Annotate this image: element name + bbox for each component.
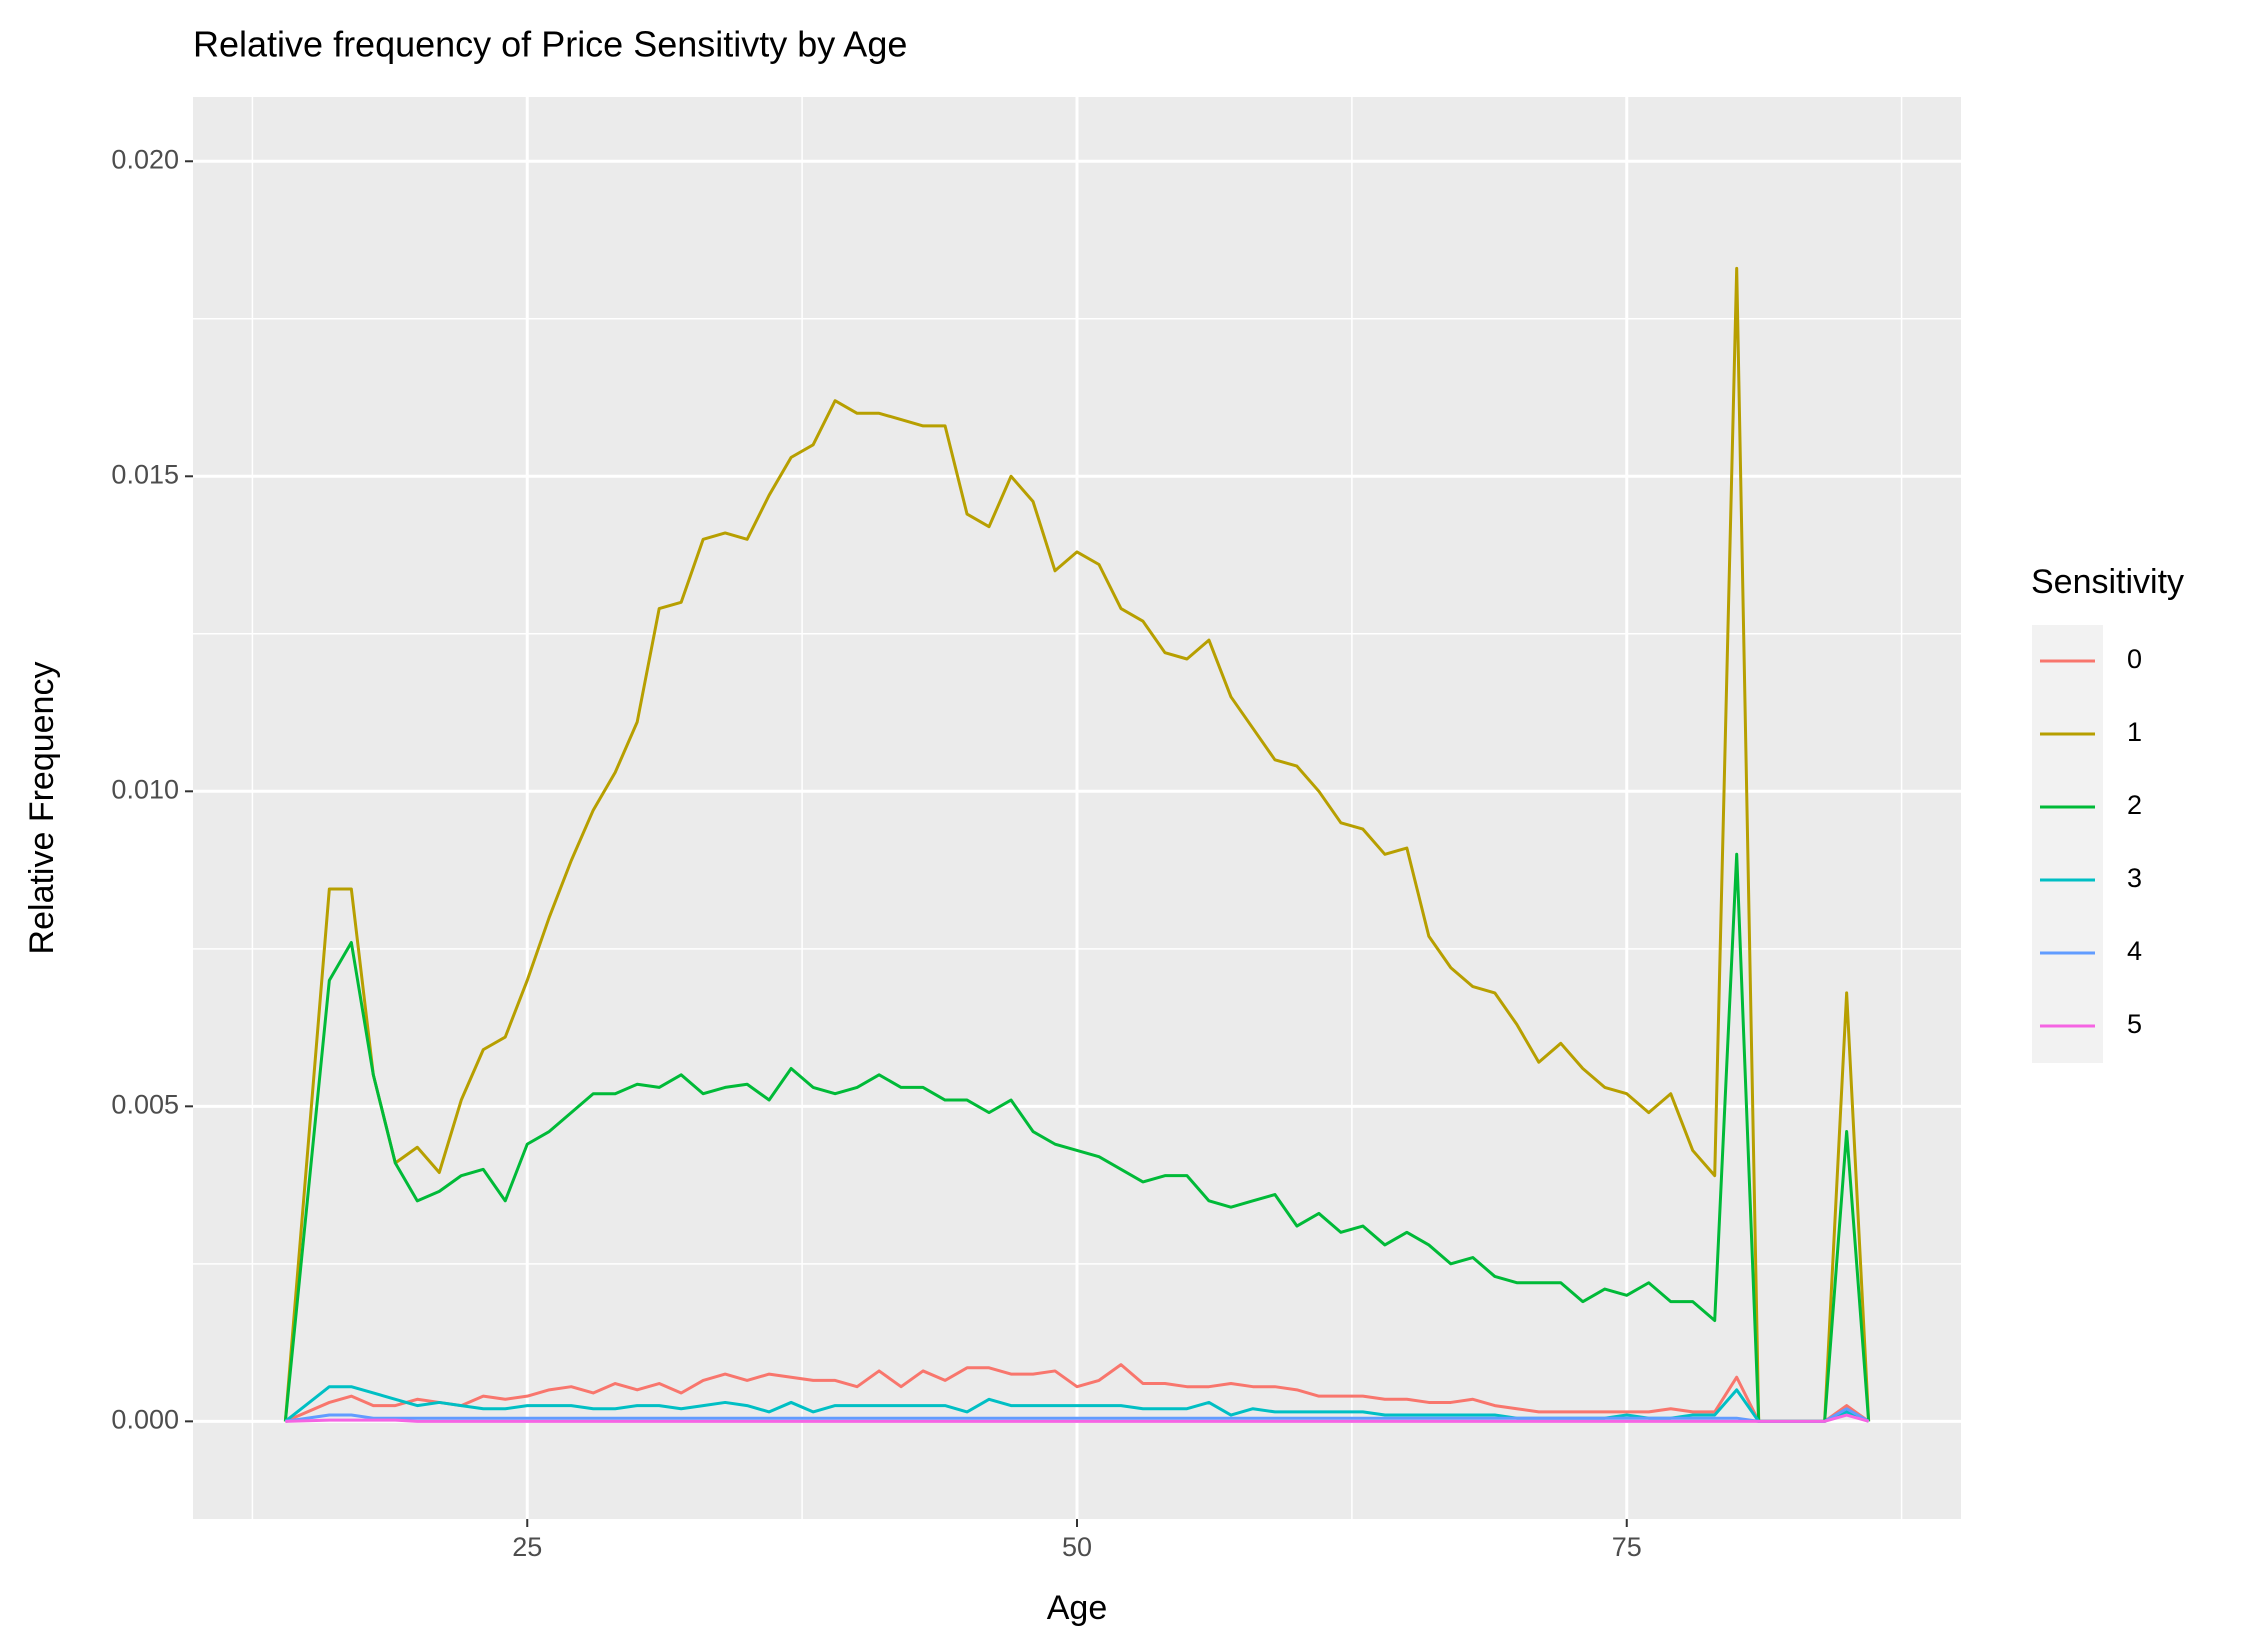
legend-label: 2 [2127,790,2142,820]
legend-key-bg [2032,625,2103,1063]
legend-label: 0 [2127,644,2142,674]
y-tick-label: 0.000 [111,1404,179,1434]
series-line [284,1363,1870,1423]
y-axis-title: Relative Frequency [23,662,61,955]
chart-title: Relative frequency of Price Sensitivty b… [193,24,907,65]
legend-label: 1 [2127,717,2142,747]
y-tick-label: 0.010 [111,774,179,804]
y-tick-label: 0.005 [111,1089,179,1119]
legend-label: 5 [2127,1009,2142,1039]
legend-label: 4 [2127,936,2142,966]
series-line [285,1413,1870,1423]
series-line [283,266,1871,1423]
series-line [285,1407,1870,1423]
x-tick-label: 75 [1612,1532,1642,1562]
legend: 0 1 2 3 4 5 [2040,644,2142,1039]
y-tick-label: 0.020 [111,144,179,174]
legend-label: 3 [2127,863,2142,893]
x-tick-label: 25 [512,1532,542,1562]
series-line [283,852,1871,1423]
x-axis-title: Age [1047,1589,1108,1627]
legend-title: Sensitivity [2031,563,2184,601]
x-tick-label: 50 [1062,1532,1092,1562]
y-tick-label: 0.015 [111,459,179,489]
lines [283,266,1871,1423]
